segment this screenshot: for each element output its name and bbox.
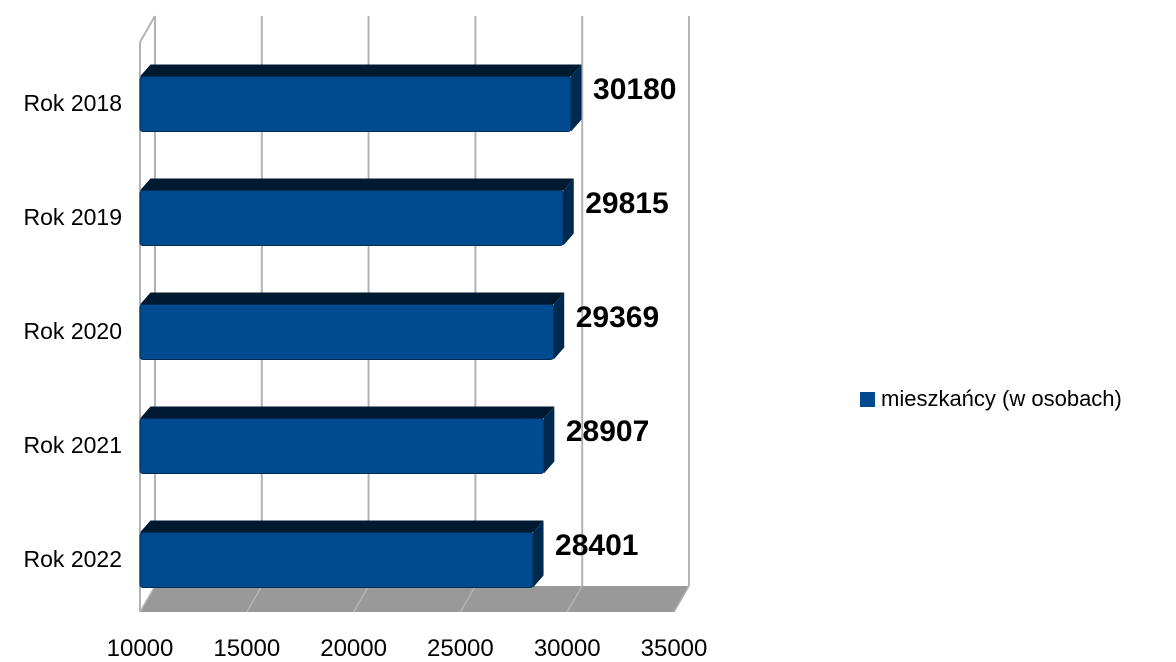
bar-front-face	[139, 532, 534, 588]
category-label: Rok 2019	[24, 204, 122, 230]
floor-gridline	[566, 585, 583, 613]
x-tick-label: 20000	[320, 635, 387, 657]
data-label: 30180	[593, 73, 676, 106]
x-tick-label: 25000	[427, 635, 494, 657]
floor-gridline	[352, 585, 370, 613]
bar-side-face	[533, 520, 544, 588]
bar	[139, 406, 555, 474]
bar	[139, 292, 565, 360]
bar-side-face	[571, 64, 582, 132]
bar-top-face	[140, 406, 555, 419]
bar-top-face	[140, 64, 582, 77]
x-tick-label: 15000	[213, 635, 280, 657]
floor-gridline	[459, 585, 477, 613]
bar-top-face	[140, 520, 544, 533]
bar-top-face	[140, 292, 565, 305]
chart-floor	[140, 586, 689, 612]
x-tick-label: 10000	[107, 635, 174, 657]
x-tick-label: 35000	[641, 635, 708, 657]
data-label: 29369	[576, 301, 659, 334]
x-tick-label: 30000	[534, 635, 601, 657]
bar-side-face	[553, 292, 565, 360]
data-label: 29815	[585, 187, 668, 220]
bar	[139, 520, 544, 588]
data-label: 28401	[555, 529, 638, 562]
legend: mieszkańcy (w osobach)	[860, 386, 1122, 412]
category-label: Rok 2020	[24, 318, 122, 344]
floor-gridline	[139, 585, 156, 613]
category-label: Rok 2018	[24, 90, 122, 116]
legend-label: mieszkańcy (w osobach)	[881, 386, 1122, 411]
chart-left-wall-top	[139, 15, 156, 43]
bar-side-face	[543, 406, 555, 474]
category-label: Rok 2022	[24, 546, 122, 572]
bar-top-face	[140, 178, 574, 191]
bar-side-face	[563, 178, 574, 246]
bar-front-face	[139, 190, 564, 246]
category-label: Rok 2021	[24, 432, 122, 458]
legend-swatch	[860, 391, 875, 407]
bar-front-face	[139, 76, 572, 132]
data-label: 28907	[566, 415, 649, 448]
bar-front-face	[139, 418, 545, 474]
bar	[139, 178, 574, 246]
bar	[139, 64, 582, 132]
bar-front-face	[139, 304, 555, 360]
floor-gridline	[673, 585, 690, 613]
floor-gridline	[246, 585, 263, 613]
